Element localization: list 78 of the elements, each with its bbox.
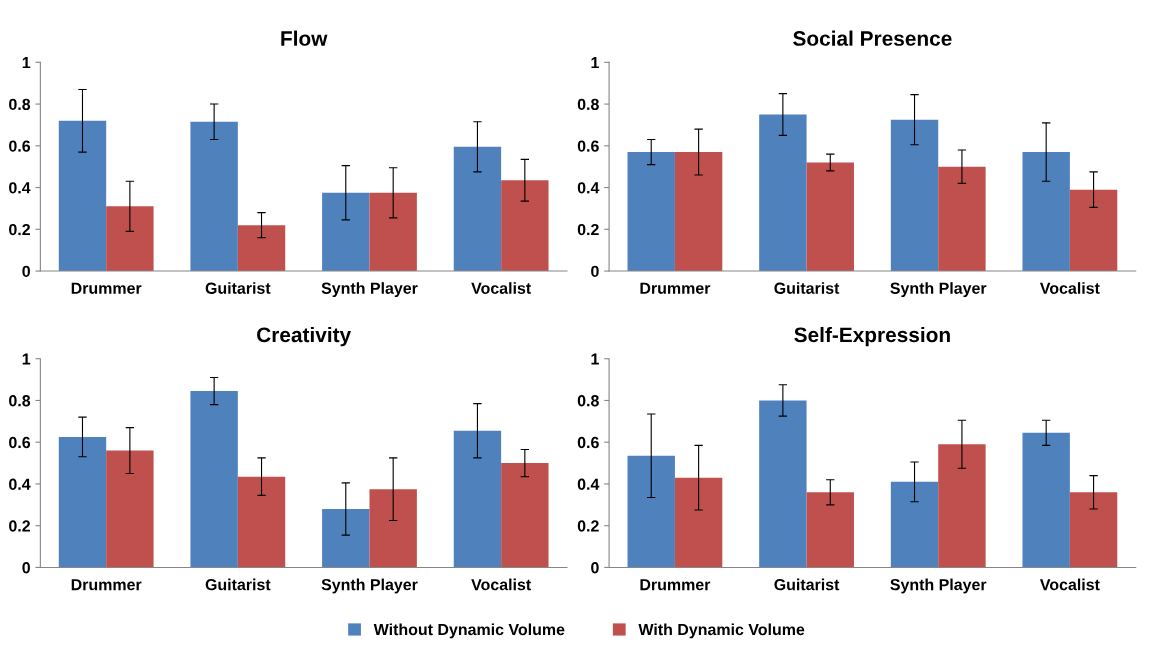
bar	[627, 455, 675, 568]
x-tick-label: Guitarist	[205, 578, 271, 591]
x-tick-label: Synth Player	[890, 282, 987, 298]
x-tick-label: Drummer	[71, 282, 142, 294]
bar	[627, 152, 675, 272]
bar	[58, 120, 107, 272]
y-tick-label: 1	[591, 57, 599, 69]
bar	[1069, 492, 1118, 568]
x-tick-label: Guitarist	[774, 282, 840, 294]
y-tick-label: 0.2	[577, 520, 599, 532]
y-tick-label: 1	[22, 57, 31, 69]
y-tick-label: 0.6	[577, 140, 599, 152]
y-tick-label: 0	[22, 562, 30, 574]
y-tick-label: 0	[22, 265, 30, 277]
chart-title: Self-Expression	[794, 326, 950, 347]
y-tick-label: 0	[591, 562, 599, 574]
y-tick-label: 0.8	[9, 98, 31, 111]
bar	[501, 180, 549, 272]
y-tick-label: 1	[591, 353, 599, 365]
bar	[106, 450, 154, 568]
bar	[674, 477, 723, 568]
x-tick-label: Synth Player	[321, 578, 418, 594]
x-tick-label: Vocalist	[471, 578, 531, 591]
y-tick-label: 0.6	[9, 140, 31, 152]
bar	[322, 192, 370, 272]
bar	[806, 162, 854, 272]
y-tick-label: 0.8	[9, 395, 31, 407]
bar	[890, 119, 939, 272]
bar	[190, 391, 238, 568]
x-tick-label: Vocalist	[471, 282, 531, 294]
bar	[938, 444, 986, 568]
y-tick-label: 0	[591, 265, 599, 277]
y-tick-label: 0.8	[577, 98, 599, 111]
bar	[1069, 189, 1118, 272]
x-tick-label: Guitarist	[774, 578, 840, 591]
y-tick-label: 0.2	[577, 223, 599, 236]
x-tick-label: Vocalist	[1039, 282, 1100, 294]
chart-title: Flow	[281, 30, 328, 46]
y-tick-label: 0.2	[9, 223, 30, 236]
y-tick-label: 0.8	[577, 395, 599, 407]
bar	[322, 509, 370, 568]
bar	[237, 476, 286, 568]
bar	[501, 463, 549, 568]
bar	[237, 225, 286, 272]
x-tick-label: Synth Player	[321, 282, 418, 298]
bar	[938, 166, 986, 272]
chart-title: Creativity	[257, 326, 352, 347]
bar	[453, 430, 502, 568]
y-tick-label: 0.2	[9, 520, 30, 532]
bar	[1022, 432, 1070, 568]
bar	[890, 481, 939, 568]
y-tick-label: 0.4	[9, 182, 31, 194]
bar	[58, 436, 107, 568]
y-tick-label: 0.4	[577, 478, 600, 490]
y-tick-label: 0.6	[9, 436, 31, 449]
bar	[190, 121, 238, 272]
x-tick-label: Guitarist	[205, 282, 271, 294]
bar	[1022, 152, 1070, 272]
bar	[453, 146, 502, 272]
y-tick-label: 1	[22, 353, 31, 365]
bar	[759, 114, 807, 272]
legend-label: With Dynamic Volume	[638, 623, 805, 639]
legend-label: Without Dynamic Volume	[373, 623, 565, 639]
bar	[106, 206, 154, 272]
x-tick-label: Vocalist	[1039, 578, 1100, 591]
y-tick-label: 0.6	[577, 436, 599, 449]
x-tick-label: Synth Player	[890, 578, 987, 594]
chart-title: Social Presence	[793, 30, 952, 46]
x-tick-label: Drummer	[71, 579, 142, 591]
bar	[674, 152, 723, 272]
y-tick-label: 0.4	[9, 478, 31, 490]
bar	[806, 492, 854, 568]
bar	[369, 192, 417, 272]
y-tick-label: 0.4	[577, 182, 600, 194]
x-tick-label: Drummer	[640, 282, 711, 294]
bar	[369, 489, 417, 568]
bar	[759, 400, 807, 568]
x-tick-label: Drummer	[640, 579, 711, 591]
